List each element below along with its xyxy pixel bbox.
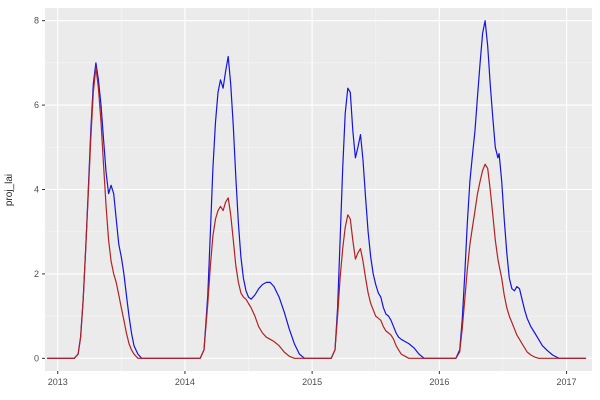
y-tick-label: 0 [34,353,39,363]
series-line-blue [46,20,587,359]
x-tick-label: 2016 [429,377,449,387]
x-tick-label: 2015 [302,377,322,387]
y-tick-label: 8 [34,16,39,26]
x-tick-label: 2013 [48,377,68,387]
y-axis-title: proj_lai [4,174,15,206]
x-tick-label: 2014 [175,377,195,387]
y-tick-label: 2 [34,269,39,279]
y-tick-label: 4 [34,185,39,195]
y-tick-label: 6 [34,100,39,110]
series-line-red [46,66,587,359]
x-tick-label: 2017 [557,377,577,387]
